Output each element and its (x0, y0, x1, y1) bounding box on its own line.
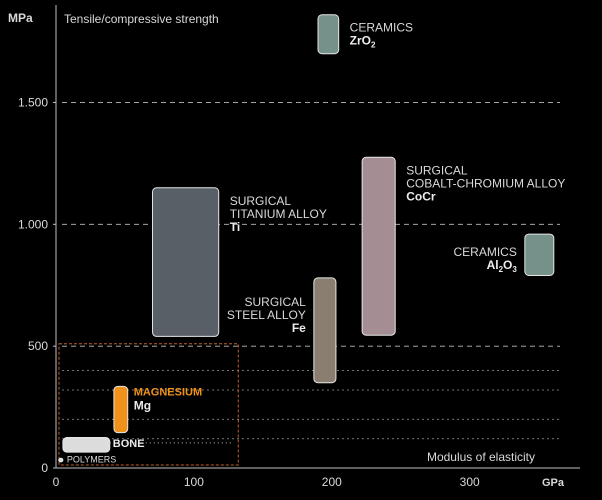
bar-label-line: POLYMERS (67, 454, 116, 464)
bar-label-symbol: Mg (134, 398, 151, 412)
bar-label-line: SURGICAL (245, 295, 307, 309)
range-bar (58, 457, 64, 463)
y-tick-label: 1.500 (18, 95, 48, 109)
y-tick-label: 1.000 (18, 217, 48, 231)
x-axis-label: Modulus of elasticity (427, 450, 535, 464)
range-bar (524, 233, 555, 276)
bar-label-line: SURGICAL (230, 194, 292, 208)
bar-label-line: MAGNESIUM (134, 386, 202, 398)
range-bar (361, 156, 396, 336)
highlight-box-frame (58, 343, 239, 466)
bar-label-symbol: Ti (230, 220, 240, 234)
x-tick-label: 300 (460, 475, 480, 489)
bar-label-line: STEEL ALLOY (227, 308, 306, 322)
range-bar (113, 385, 129, 434)
x-tick-label: 100 (184, 475, 204, 489)
range-bars (58, 14, 555, 463)
bar-label-symbol: ZrO2 (350, 34, 376, 50)
y-tick-label: 500 (28, 339, 48, 353)
bar-label-line: TITANIUM ALLOY (230, 207, 327, 221)
axes (55, 5, 580, 469)
range-bar (152, 187, 220, 337)
bar-label-line: BONE (113, 438, 145, 450)
bar-label-line: SURGICAL (406, 163, 468, 177)
range-bar (317, 14, 340, 55)
y-axis-unit: MPa (8, 11, 33, 25)
bar-label-symbol: Al2O3 (487, 258, 518, 274)
y-tick-label: 0 (41, 461, 48, 475)
x-tick-label: 200 (322, 475, 342, 489)
x-tick-labels: 0 100 200 300 (53, 475, 480, 489)
bar-label-symbol: CoCr (406, 189, 436, 203)
x-tick-label: 0 (53, 475, 60, 489)
grid-lines (62, 102, 560, 440)
bar-label-line: CERAMICS (453, 245, 516, 259)
range-bar (62, 437, 111, 453)
y-tick-labels: 0 500 1.000 1.500 (18, 95, 56, 475)
bar-label-symbol: Fe (292, 321, 306, 335)
bar-label-line: COBALT-CHROMIUM ALLOY (406, 176, 565, 190)
bar-label-line: CERAMICS (350, 21, 413, 35)
chart-title: Tensile/compressive strength (64, 12, 219, 26)
x-axis-unit: GPa (542, 477, 565, 489)
range-bar (313, 277, 337, 384)
highlight-box (58, 343, 239, 466)
